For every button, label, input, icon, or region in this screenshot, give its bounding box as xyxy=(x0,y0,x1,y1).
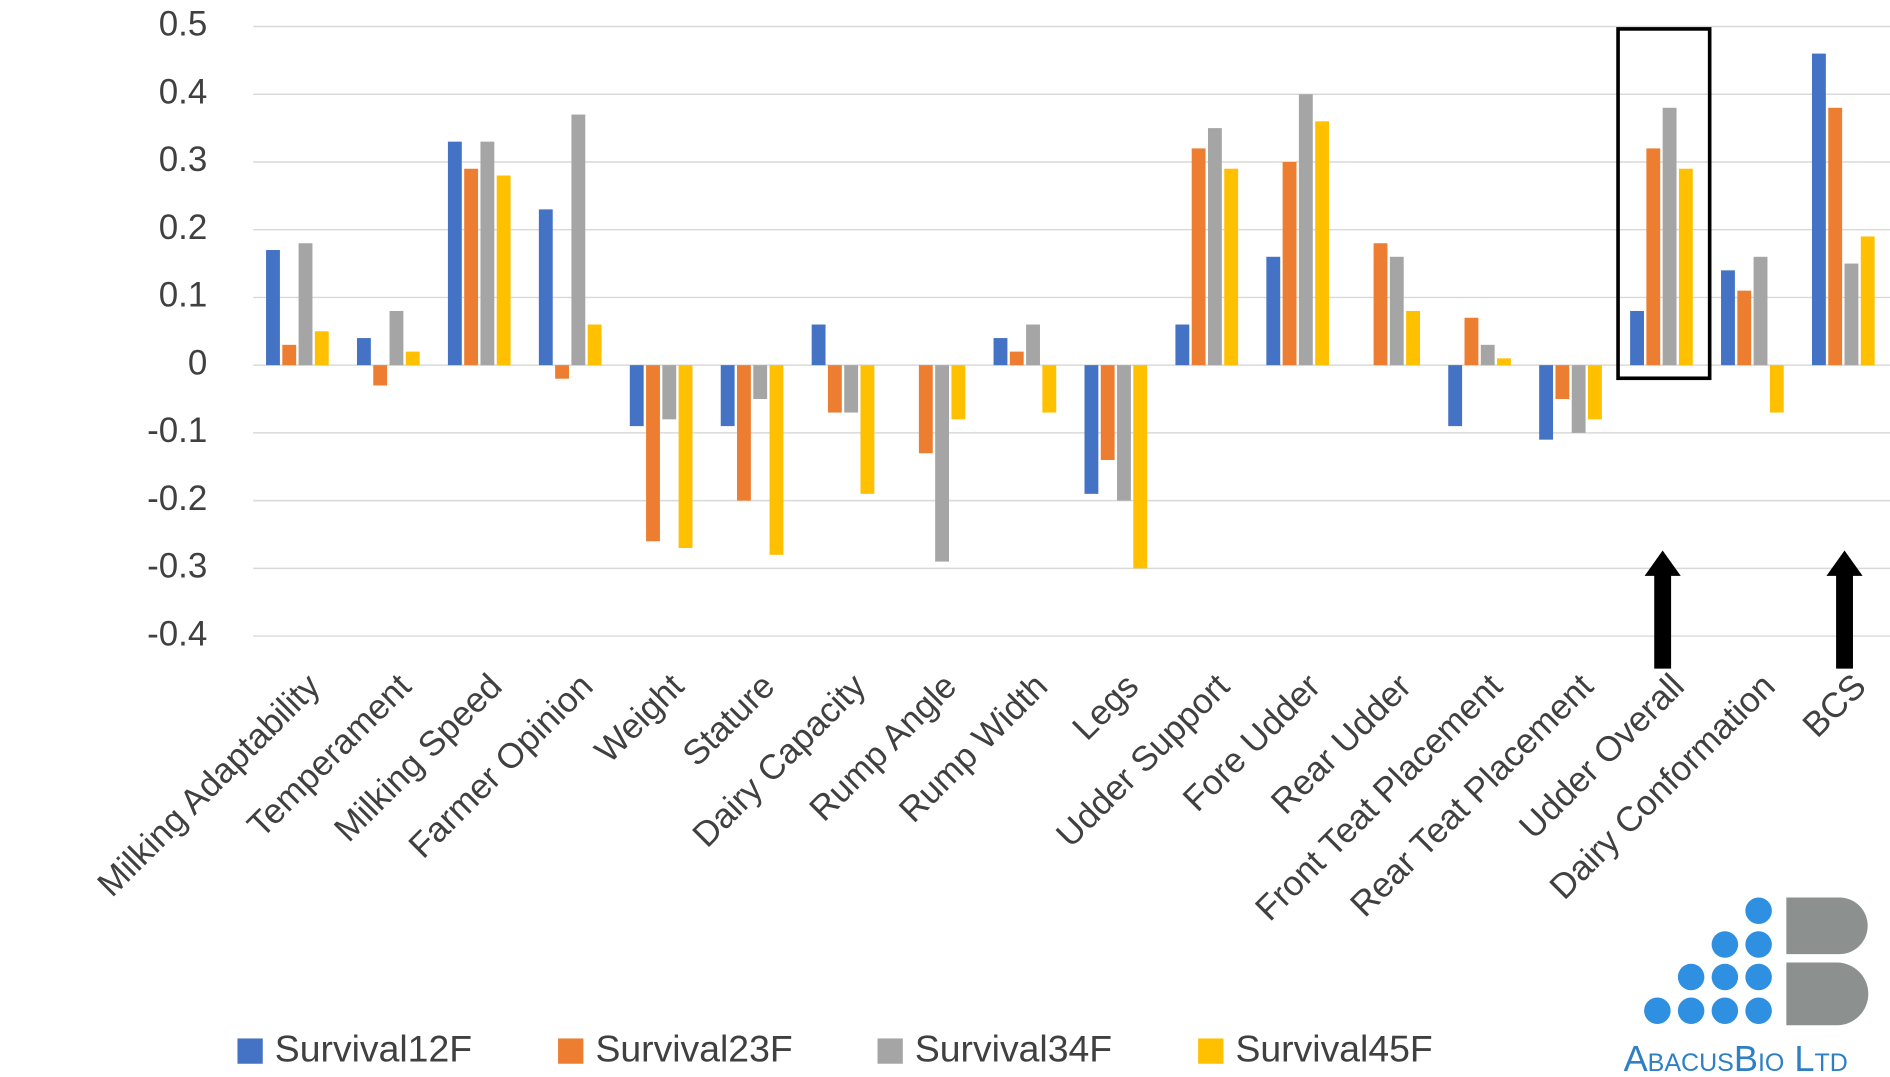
bar xyxy=(1630,310,1644,366)
y-tick-label: 0.3 xyxy=(159,140,208,179)
bar xyxy=(464,168,479,366)
bar xyxy=(1315,121,1330,366)
legend-label: Survival23F xyxy=(595,1028,792,1070)
bar xyxy=(1844,263,1859,366)
bar xyxy=(1282,161,1297,366)
bar xyxy=(646,365,660,542)
legend-label: Survival45F xyxy=(1235,1028,1432,1070)
y-tick-label: 0 xyxy=(188,343,207,382)
bar xyxy=(1464,317,1479,366)
bar xyxy=(1298,94,1313,366)
x-tick-label: BCS xyxy=(1795,666,1873,744)
bar xyxy=(935,365,950,562)
bar xyxy=(1587,365,1602,420)
y-tick-label: -0.3 xyxy=(147,547,207,586)
y-tick-label: -0.2 xyxy=(147,479,207,518)
bar xyxy=(1678,168,1693,366)
x-tick-label: Legs xyxy=(1065,666,1146,747)
bar xyxy=(555,365,569,379)
bar xyxy=(298,243,313,366)
bar xyxy=(769,365,784,555)
bar xyxy=(480,141,495,366)
legend-swatch xyxy=(237,1038,263,1064)
bar xyxy=(314,331,329,366)
bar xyxy=(720,365,735,427)
y-tick-label: 0.5 xyxy=(159,5,208,44)
y-tick-label: -0.4 xyxy=(147,614,207,653)
bar xyxy=(1811,53,1826,366)
bar xyxy=(1737,290,1752,366)
y-tick-label: 0.2 xyxy=(159,208,208,247)
highlight-box xyxy=(1616,27,1712,381)
bar xyxy=(1662,107,1677,366)
bar xyxy=(1721,270,1735,366)
bar xyxy=(1224,168,1239,366)
bar xyxy=(1389,256,1404,366)
arrow xyxy=(1644,550,1681,669)
bar xyxy=(1117,365,1131,501)
bar xyxy=(1100,365,1115,460)
bar xyxy=(918,365,933,454)
bar xyxy=(844,365,859,413)
bar xyxy=(1042,365,1057,413)
bar xyxy=(1860,236,1875,366)
bar xyxy=(811,324,826,366)
arrow xyxy=(1826,550,1863,669)
bar xyxy=(1207,128,1222,366)
legend-swatch xyxy=(1198,1038,1224,1064)
bar xyxy=(266,250,280,366)
bar xyxy=(1448,365,1463,427)
bar xyxy=(1009,351,1024,366)
bar xyxy=(1769,365,1784,413)
bar xyxy=(282,344,297,366)
y-tick-label: -0.1 xyxy=(147,411,207,450)
bar xyxy=(993,338,1008,366)
bar xyxy=(1026,324,1040,366)
legend-label: Survival34F xyxy=(915,1028,1112,1070)
bar xyxy=(1084,365,1099,494)
legend-label: Survival12F xyxy=(275,1028,472,1070)
bar xyxy=(678,365,693,549)
logo-text: AbacusBio Ltd xyxy=(1624,1038,1848,1077)
bar xyxy=(1539,365,1554,440)
bar xyxy=(860,365,875,494)
legend-swatch xyxy=(558,1038,584,1064)
bar xyxy=(373,365,388,386)
bar xyxy=(405,351,420,366)
bar xyxy=(1480,344,1495,366)
bar xyxy=(389,310,404,366)
bar xyxy=(1646,148,1661,366)
bar xyxy=(1175,324,1190,366)
legend-swatch xyxy=(877,1038,903,1064)
bar xyxy=(753,365,768,400)
bar xyxy=(1133,365,1148,569)
bar xyxy=(1497,358,1511,366)
bar xyxy=(951,365,966,420)
bar xyxy=(496,175,511,366)
bar xyxy=(1191,148,1206,366)
y-tick-label: 0.4 xyxy=(159,72,208,111)
bar xyxy=(827,365,842,413)
x-tick-label: Weight xyxy=(587,666,691,770)
y-tick-label: 0.1 xyxy=(159,276,208,315)
bar xyxy=(1555,365,1570,400)
bar xyxy=(356,338,371,366)
bar xyxy=(538,209,553,366)
bar xyxy=(1266,256,1281,366)
grid xyxy=(253,25,1890,637)
bar xyxy=(1373,243,1388,366)
bar xyxy=(1753,256,1768,366)
bar xyxy=(1571,365,1586,433)
bar xyxy=(1828,107,1843,366)
bar xyxy=(1406,310,1420,366)
bar xyxy=(587,324,602,366)
logo: AbacusBio Ltd xyxy=(1624,897,1869,1077)
bar xyxy=(571,114,586,366)
bar xyxy=(737,365,751,501)
bar xyxy=(662,365,677,420)
bar xyxy=(447,141,462,366)
bar xyxy=(629,365,644,427)
